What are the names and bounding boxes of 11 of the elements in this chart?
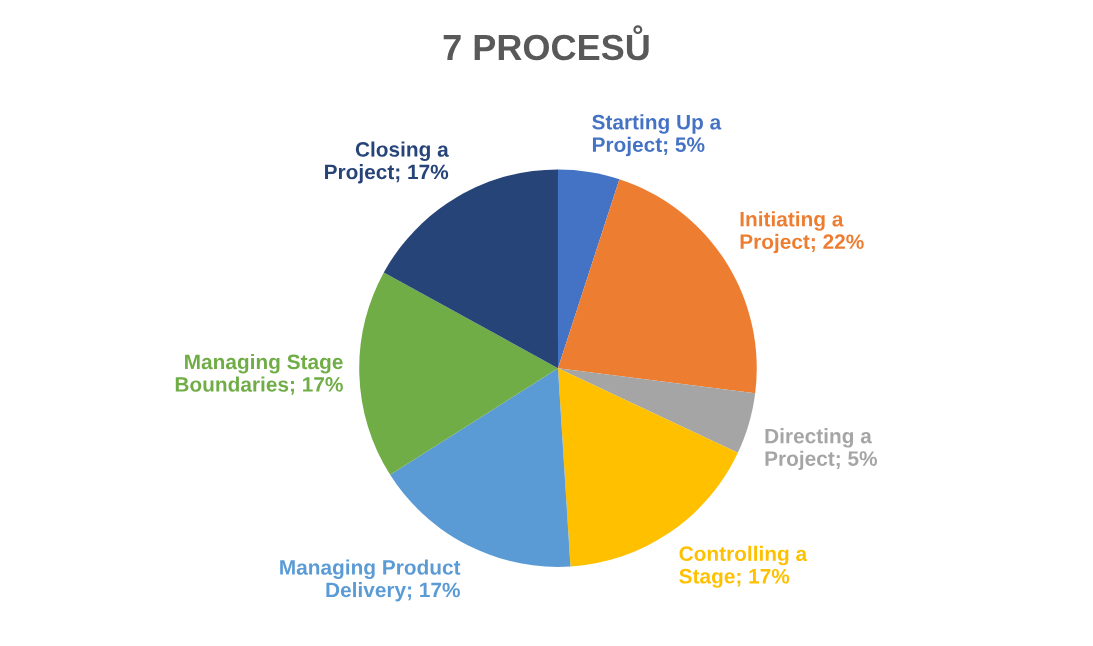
pie-slice (557, 169, 620, 369)
slice-label: Controlling a Stage; 17% (679, 545, 808, 588)
pie-slice (359, 272, 558, 475)
slice-label: Closing a Project; 17% (325, 141, 449, 184)
slice-label: Managing Stage Boundaries; 17% (175, 353, 343, 395)
pie-slice (557, 368, 756, 453)
chart-title: 7 PROCESŮ (443, 25, 649, 61)
slice-label: Initiating a Project; 22% (740, 211, 864, 254)
slice-label: Starting Up a Project; 5% (592, 114, 722, 157)
slice-label: Directing a Project; 5% (765, 428, 878, 471)
slice-label: Managing Product Delivery; 17% (280, 559, 461, 602)
